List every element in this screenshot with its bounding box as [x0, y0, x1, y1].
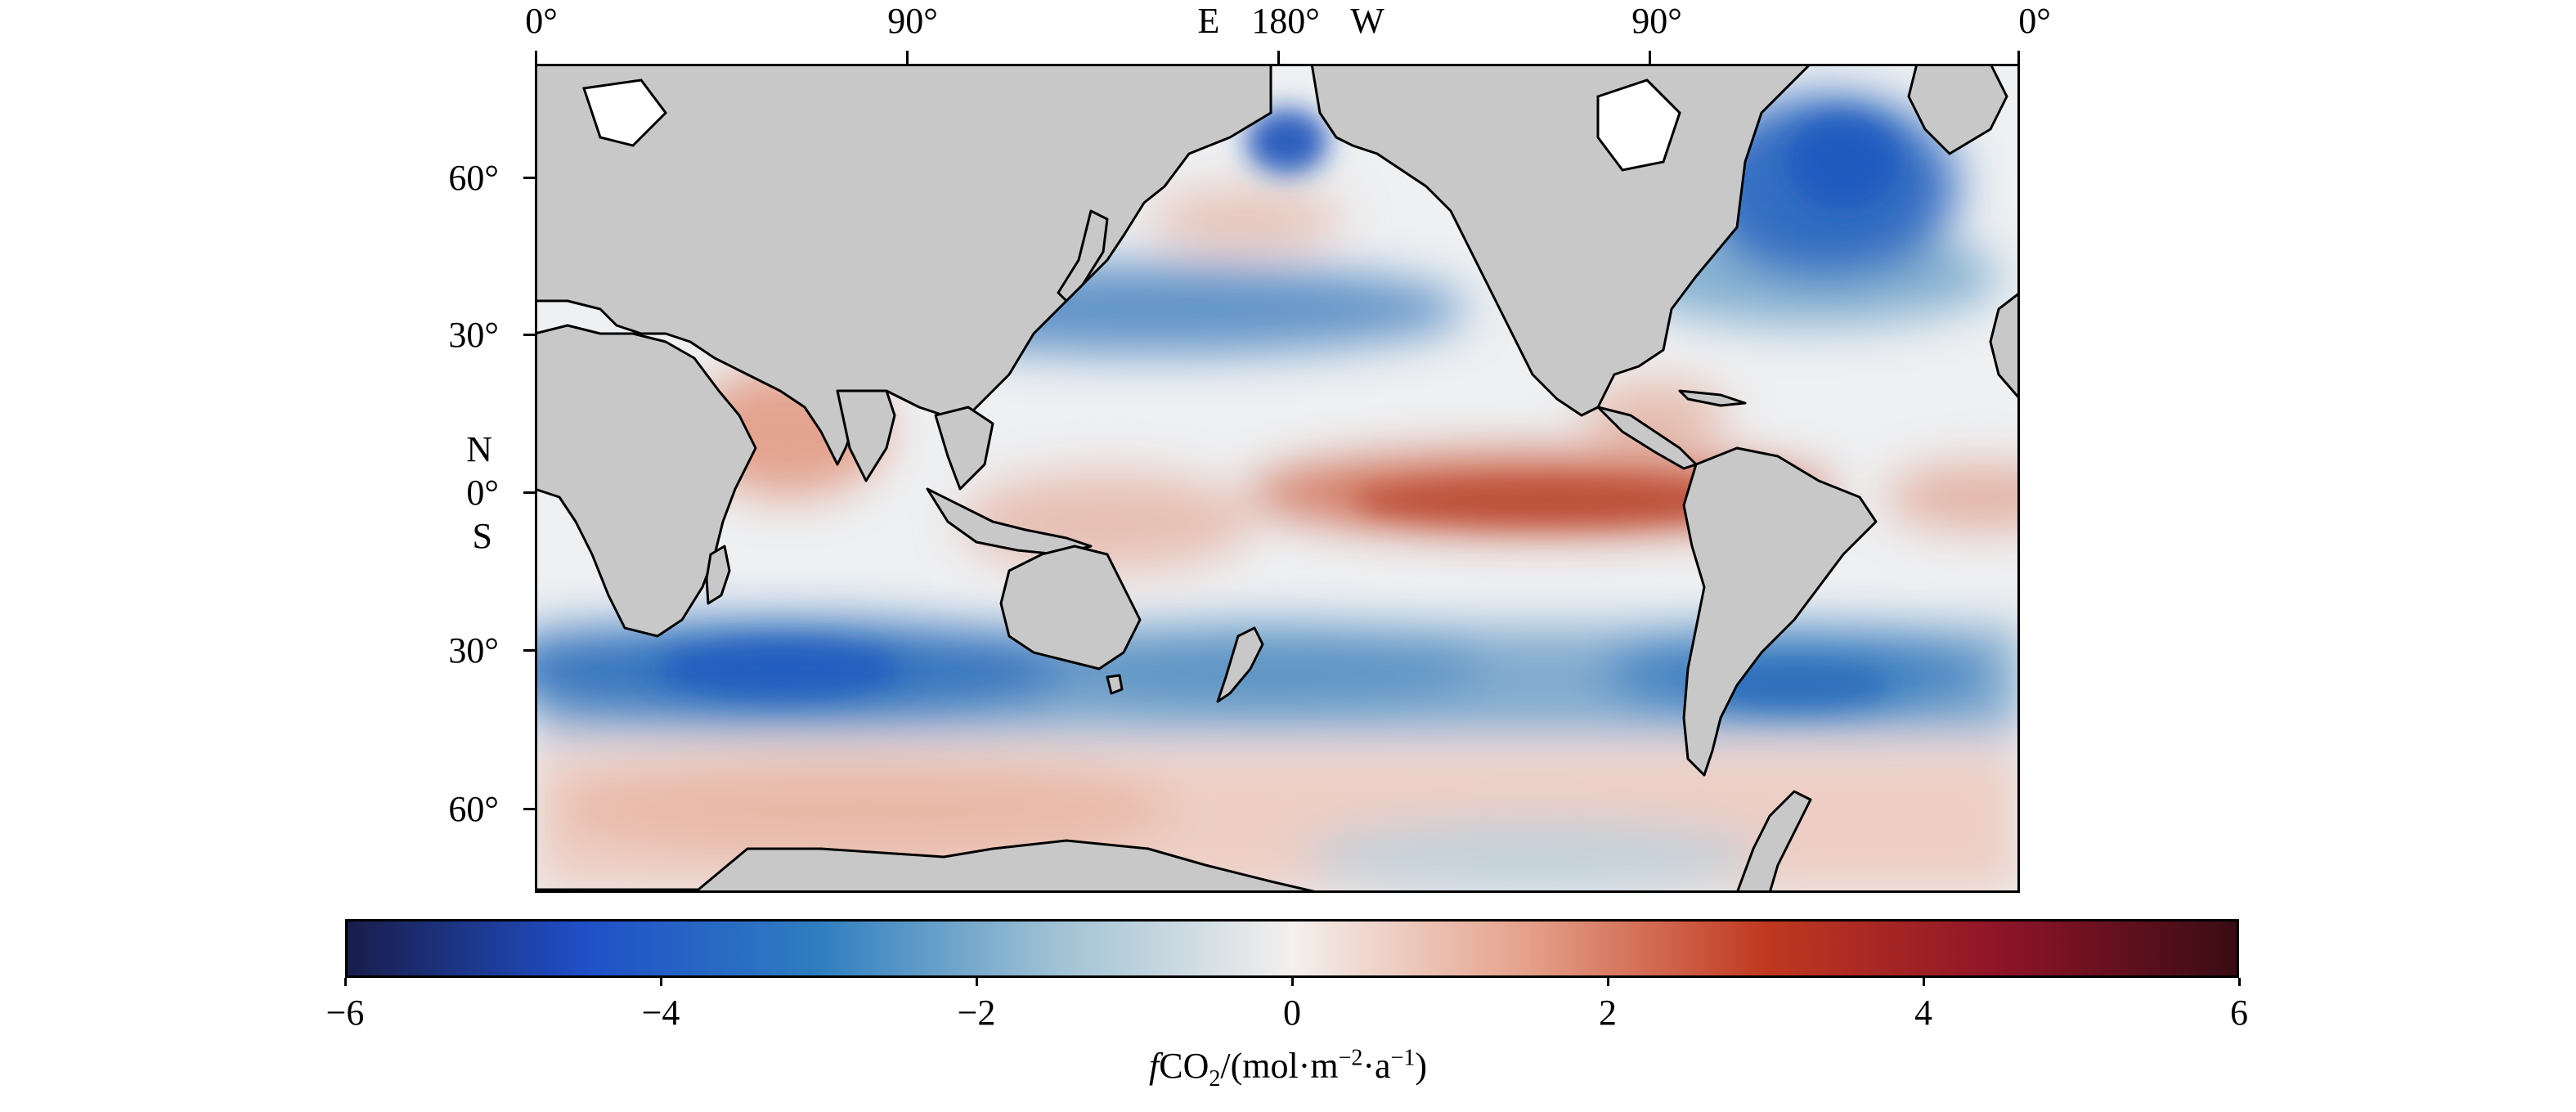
colorbar-tick-mark	[1922, 978, 1925, 986]
colorbar-title-main: CO	[1159, 1046, 1209, 1086]
colorbar-tick-mark	[2237, 978, 2241, 986]
tick-top-180	[1277, 51, 1280, 64]
tick-left-60s	[523, 808, 536, 810]
north-america	[1310, 64, 2020, 417]
tick-left-30n	[523, 334, 536, 336]
hemisphere-label-west: W	[1350, 1, 1384, 41]
colorbar-tick-mark	[343, 978, 347, 986]
africa	[535, 324, 757, 638]
lat-label-30s: 30°	[448, 630, 499, 670]
antarctica-peninsula	[1735, 790, 1812, 893]
map-border	[535, 64, 2020, 893]
colorbar-tick-mark	[975, 978, 978, 986]
lat-label-equator: 0°	[466, 473, 499, 513]
colorbar-tick-label: −4	[641, 993, 680, 1033]
colorbar-tick-mark	[1606, 978, 1609, 986]
lon-label-0-east: 0°	[2018, 1, 2051, 41]
colorbar-title-sup1: −2	[1338, 1045, 1363, 1071]
antarctica	[535, 839, 1322, 893]
colorbar-title-sup2: −1	[1390, 1045, 1416, 1071]
lon-label-90-west: 90°	[1631, 1, 1682, 41]
tick-left-eq	[523, 491, 536, 494]
colorbar-tick-label: 4	[1914, 993, 1932, 1033]
colorbar-title-sub: 2	[1209, 1065, 1221, 1092]
lat-label-60n: 60°	[448, 158, 499, 198]
indochina	[934, 406, 994, 491]
colorbar-title-units-c: )	[1415, 1046, 1427, 1086]
south-america	[1682, 446, 1878, 777]
australia	[999, 545, 1142, 670]
colorbar-tick-label: 6	[2230, 993, 2248, 1033]
eurasia	[535, 64, 1272, 466]
india	[836, 389, 896, 482]
colorbar-tick-mark	[659, 978, 662, 986]
japan	[1057, 209, 1109, 303]
colorbar-tick-label: 2	[1599, 993, 1617, 1033]
colorbar-title-prefix: f	[1149, 1046, 1160, 1086]
caribbean-islands	[1678, 389, 1747, 407]
colorbar-tick-mark	[1290, 978, 1294, 986]
tick-top-0e	[2017, 51, 2020, 64]
lon-label-180: 180°	[1251, 1, 1320, 41]
greenland	[1907, 64, 2008, 155]
colorbar-tick-label: 0	[1283, 993, 1301, 1033]
lat-label-60s: 60°	[448, 789, 499, 829]
hemisphere-label-east: E	[1197, 1, 1220, 41]
indonesia	[926, 487, 1093, 556]
no-data-regions	[582, 78, 1681, 172]
tick-top-90w	[1649, 51, 1651, 64]
tick-top-90e	[906, 51, 909, 64]
lon-label-0-west: 0°	[525, 1, 558, 41]
colorbar-tick-label: −2	[957, 993, 996, 1033]
west-africa-right	[1989, 291, 2020, 401]
landmasses	[535, 64, 2020, 893]
colorbar-tick-label: −6	[325, 993, 365, 1033]
tick-left-60n	[523, 177, 536, 179]
tick-top-0w	[535, 51, 537, 64]
flux-map	[535, 64, 2020, 893]
colorbar-title-units-a: /(mol·m	[1220, 1046, 1339, 1086]
hemisphere-label-south: S	[472, 516, 492, 556]
colorbar-title-units-b: ·a	[1362, 1046, 1391, 1086]
lon-label-90-east: 90°	[887, 1, 938, 41]
hemisphere-label-north: N	[466, 429, 492, 469]
new-zealand	[1216, 626, 1264, 703]
colorbar-title: fCO2/(mol·m−2·a−1)	[1149, 1045, 1427, 1092]
tick-left-30s	[523, 649, 536, 652]
colorbar	[345, 919, 2239, 978]
madagascar	[705, 545, 731, 605]
tasmania	[1106, 674, 1124, 695]
lat-label-30n: 30°	[448, 315, 499, 355]
